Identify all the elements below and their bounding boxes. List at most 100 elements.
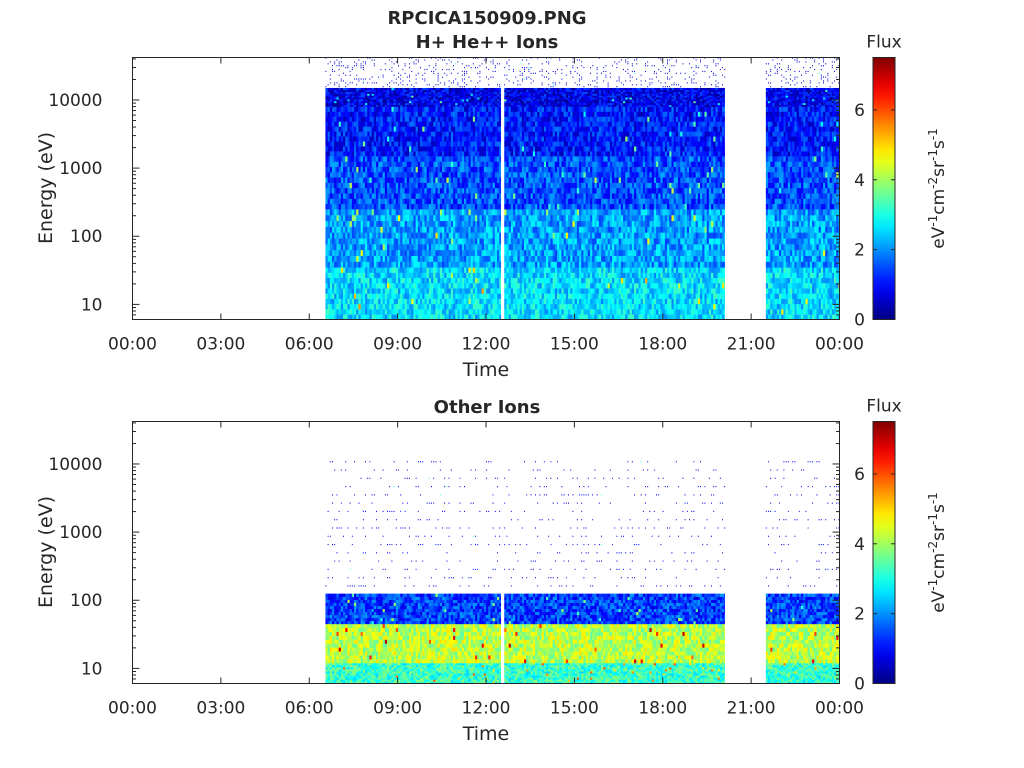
flux-cell (461, 70, 463, 73)
flux-cell (382, 232, 386, 239)
flux-cell (470, 91, 474, 94)
flux-cell (349, 99, 353, 102)
flux-cell (515, 93, 518, 96)
flux-cell (488, 198, 491, 205)
flux-cell (515, 314, 518, 320)
flux-cell (371, 232, 375, 239)
flux-cell (435, 156, 438, 162)
flux-cell (347, 156, 350, 162)
flux-cell (402, 80, 404, 82)
flux-cell (472, 177, 476, 183)
flux-cell (444, 177, 447, 183)
flux-cell (354, 244, 357, 251)
flux-cell (400, 95, 403, 98)
flux-cell (369, 172, 372, 178)
flux-cell (428, 100, 432, 104)
flux-cell (424, 220, 427, 227)
flux-cell (340, 104, 344, 107)
flux-cell (464, 131, 467, 137)
flux-cell (395, 61, 397, 63)
flux-cell (356, 177, 359, 183)
flux-cell (497, 309, 500, 315)
flux-cell (464, 187, 467, 194)
flux-cell (464, 99, 467, 102)
flux-cell (367, 298, 370, 305)
flux-cell (334, 309, 337, 315)
flux-cell (365, 198, 368, 205)
flux-cell (483, 166, 487, 173)
flux-cell (411, 95, 414, 98)
flux-cell (389, 126, 392, 132)
flux-cell (415, 146, 419, 152)
flux-cell (389, 272, 392, 279)
flux-cell (506, 220, 509, 227)
flux-cell (384, 255, 388, 262)
flux-cell (422, 87, 425, 91)
flux-cell (325, 97, 328, 100)
flux-cell (406, 76, 408, 78)
flux-cell (426, 232, 430, 239)
flux-cell (376, 93, 379, 96)
flux-cell (409, 293, 412, 299)
flux-cell (402, 131, 405, 137)
flux-cell (413, 97, 416, 100)
flux-cell (391, 91, 394, 94)
flux-cell (433, 87, 436, 91)
flux-cell (422, 303, 425, 310)
flux-cell (400, 226, 403, 233)
flux-cell (528, 214, 531, 222)
flux-cell (367, 267, 370, 273)
flux-cell (325, 298, 328, 305)
flux-cell (490, 226, 493, 233)
flux-cell (504, 121, 507, 127)
flux-cell (450, 209, 454, 216)
flux-cell (504, 261, 507, 268)
flux-cell (404, 99, 408, 102)
flux-cell (435, 65, 437, 67)
flux-cell (380, 89, 383, 92)
flux-cell (510, 209, 514, 216)
flux-cell (477, 272, 480, 279)
flux-cell (411, 309, 414, 315)
flux-cell (356, 209, 359, 216)
flux-cell (343, 282, 346, 289)
flux-cell (521, 226, 525, 233)
flux-cell (455, 93, 458, 96)
flux-cell (360, 102, 364, 106)
flux-cell (497, 282, 500, 289)
flux-cell (413, 86, 415, 88)
flux-cell (369, 166, 372, 173)
flux-cell (510, 106, 514, 112)
flux-cell (332, 100, 335, 104)
flux-cell (404, 97, 408, 100)
flux-cell (411, 102, 414, 106)
flux-cell (508, 126, 512, 132)
flux-cell (378, 288, 381, 294)
flux-cell (391, 220, 394, 227)
flux-cell (435, 106, 438, 112)
flux-cell (393, 63, 395, 65)
flux-cell (349, 303, 353, 310)
flux-cell (369, 95, 372, 98)
flux-cell (439, 272, 443, 279)
flux-cell (508, 91, 512, 94)
flux-cell (327, 226, 331, 233)
flux-cell (369, 182, 372, 189)
flux-cell (409, 272, 412, 279)
flux-cell (395, 226, 399, 233)
flux-cell (347, 298, 350, 305)
flux-cell (367, 102, 370, 106)
flux-cell (475, 282, 478, 289)
flux-cell (464, 220, 467, 227)
flux-cell (351, 187, 355, 194)
flux-cell (409, 95, 412, 98)
flux-cell (455, 193, 458, 199)
flux-cell (415, 272, 419, 279)
flux-cell (428, 131, 432, 137)
flux-cell (479, 106, 482, 112)
flux-cell (360, 220, 364, 227)
flux-cell (387, 193, 390, 199)
flux-cell (369, 146, 372, 152)
flux-cell (464, 255, 467, 262)
flux-cell (409, 214, 412, 222)
